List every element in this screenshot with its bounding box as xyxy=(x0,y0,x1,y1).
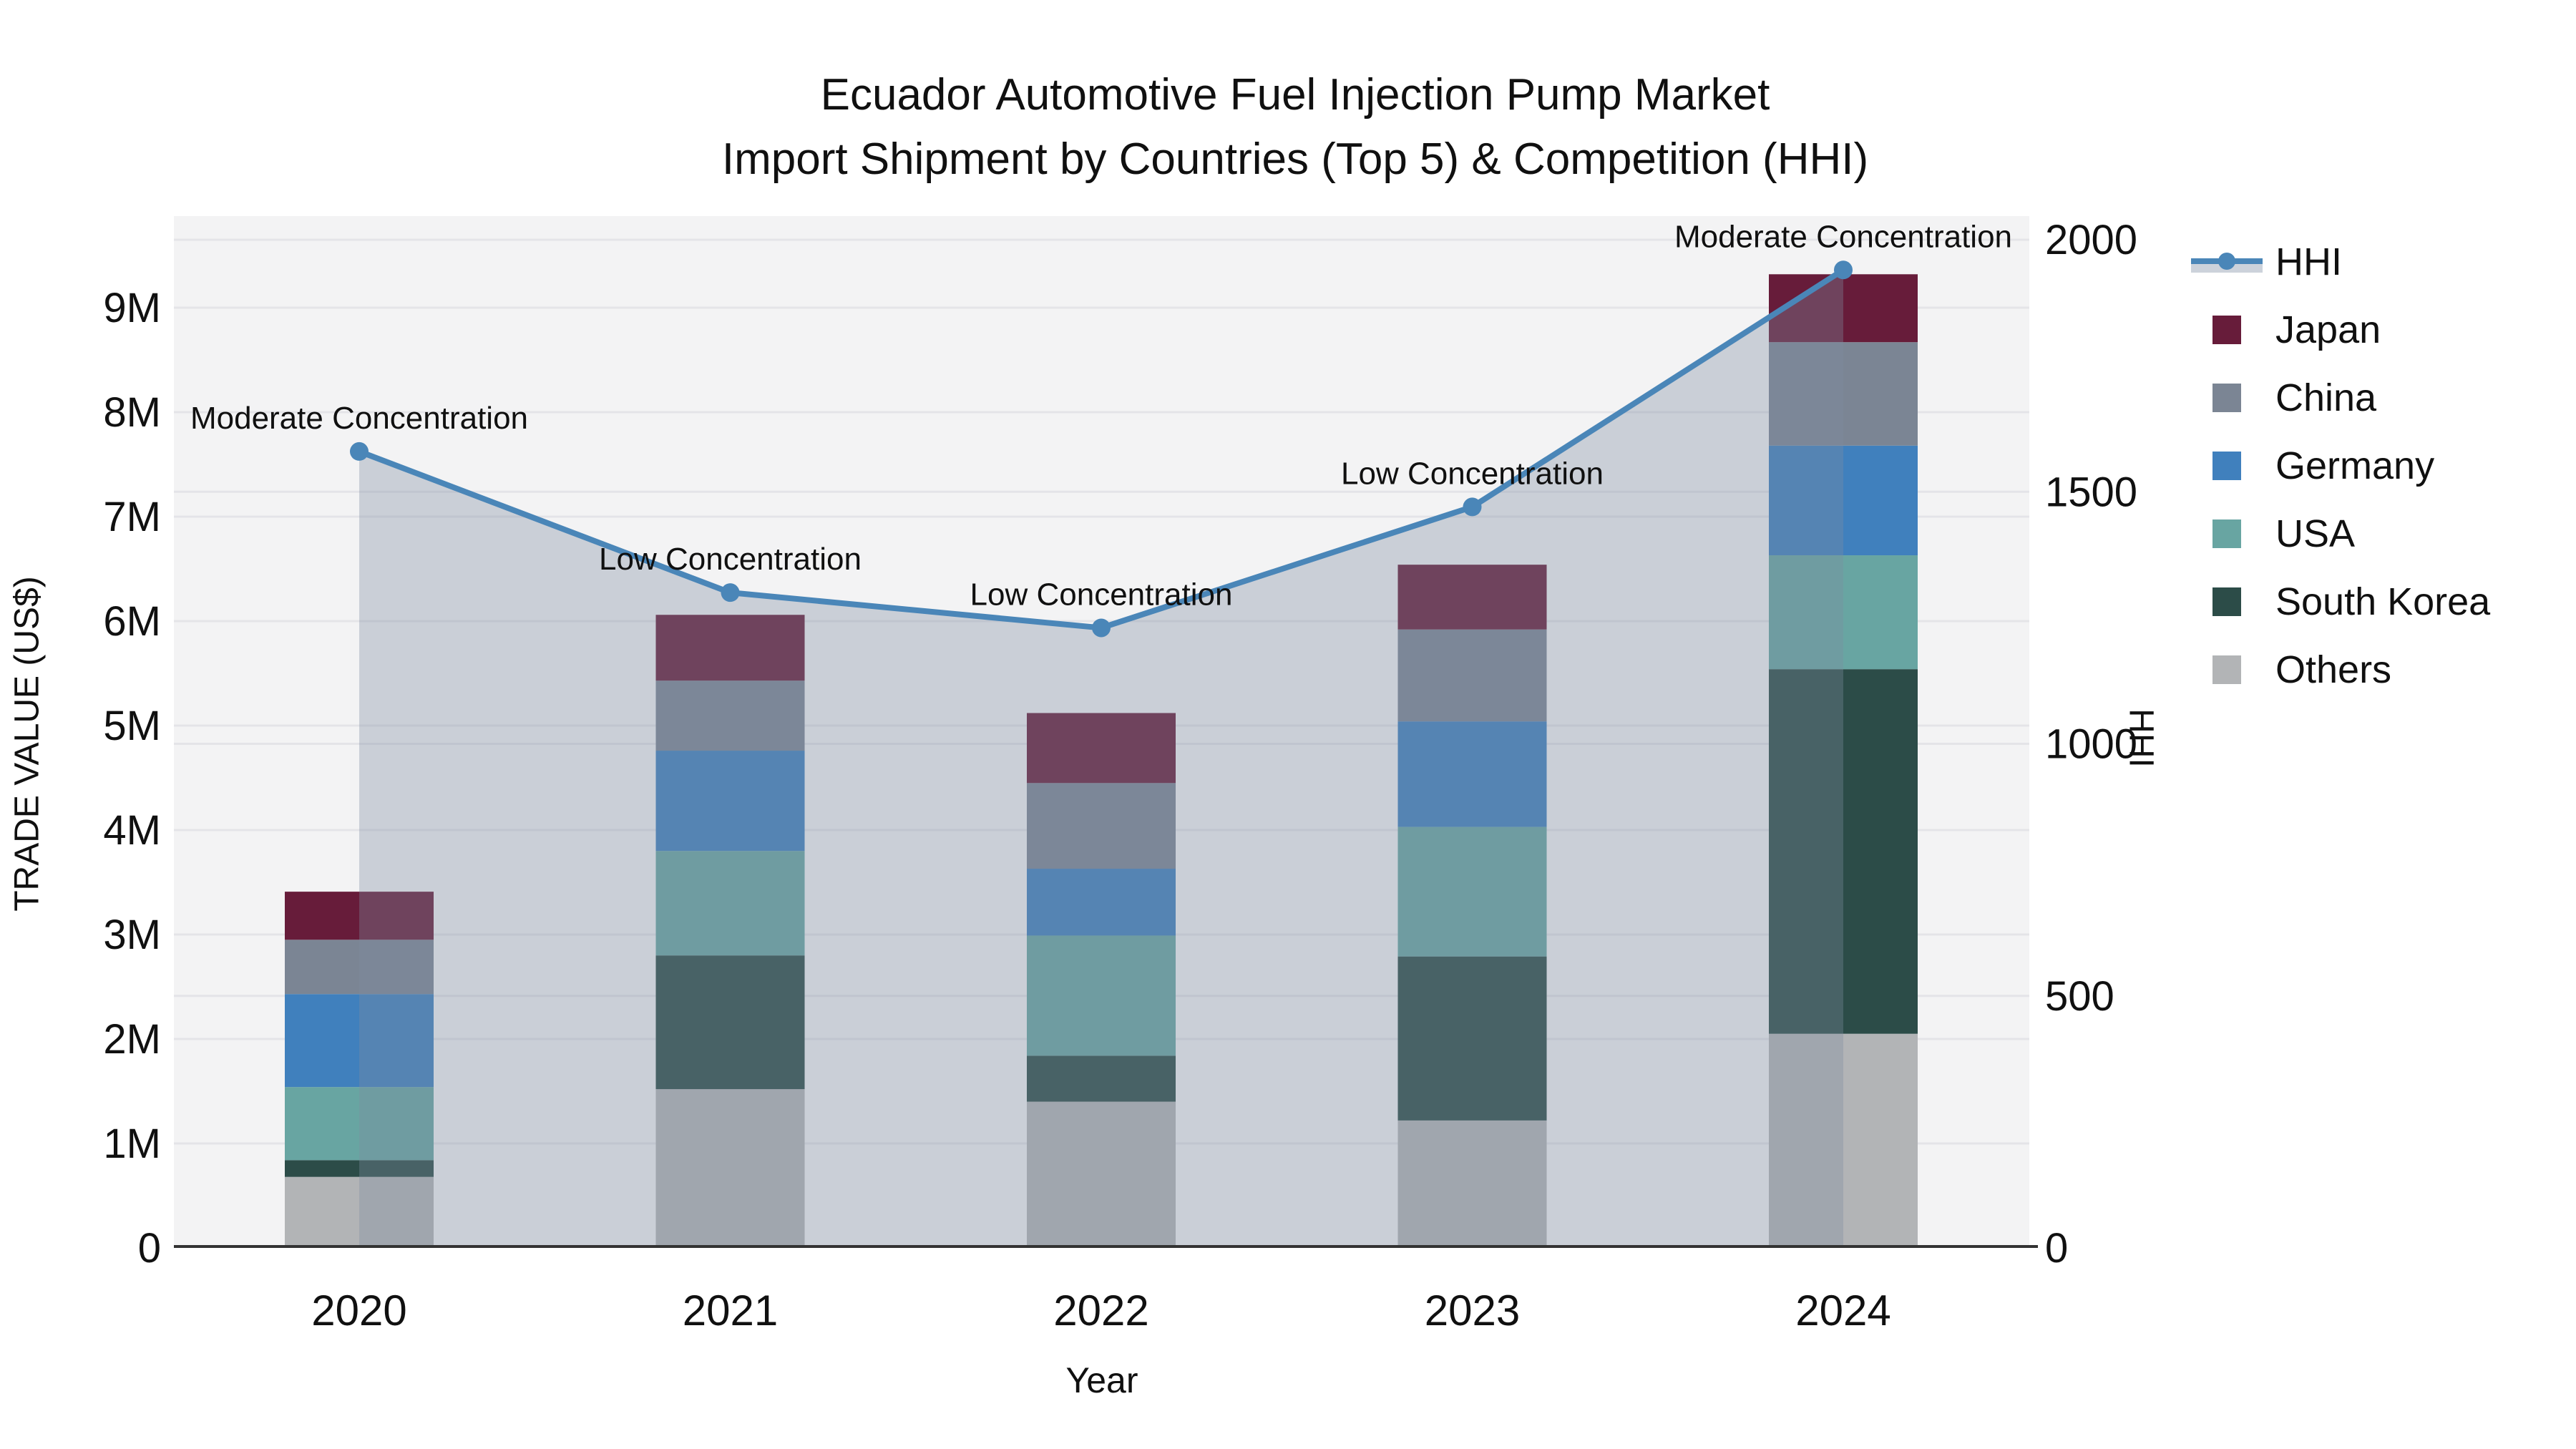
bar-segment-china-2022 xyxy=(1027,783,1176,869)
hhi-marker-2024 xyxy=(1834,260,1853,280)
legend-item-china[interactable]: China xyxy=(2191,364,2490,431)
bar-segment-japan-2024 xyxy=(1769,274,1918,343)
legend-item-germany[interactable]: Germany xyxy=(2191,431,2490,499)
annotation-2020: Moderate Concentration xyxy=(190,401,528,436)
bar-segment-usa-2020 xyxy=(285,1087,434,1161)
hhi-marker-2021 xyxy=(721,583,740,602)
bar-segment-others-2024 xyxy=(1769,1033,1918,1248)
color-swatch-icon xyxy=(2191,654,2263,686)
x-tick-2021: 2021 xyxy=(683,1287,778,1335)
x-tick-2024: 2024 xyxy=(1795,1287,1890,1335)
bar-segment-usa-2023 xyxy=(1397,826,1547,957)
legend-label: HHI xyxy=(2275,240,2342,283)
legend: HHI Japan China Germany USA South Korea Others xyxy=(2191,228,2490,703)
hhi-marker-2022 xyxy=(1092,618,1111,638)
bar-segment-usa-2024 xyxy=(1769,555,1918,670)
chart-title-line1: Ecuador Automotive Fuel Injection Pump M… xyxy=(820,70,1770,119)
y-tick-7M: 7M xyxy=(103,494,161,540)
y-tick-0: 0 xyxy=(138,1225,161,1272)
hhi-marker-2023 xyxy=(1463,497,1482,517)
bar-segment-germany-2021 xyxy=(655,751,805,852)
bar-segment-usa-2022 xyxy=(1027,935,1176,1056)
legend-label: Others xyxy=(2275,648,2392,691)
legend-item-south-korea[interactable]: South Korea xyxy=(2191,567,2490,635)
chart-title: Ecuador Automotive Fuel Injection Pump M… xyxy=(0,63,2576,192)
bar-segment-south-korea-2021 xyxy=(655,955,805,1090)
y-tick-5M: 5M xyxy=(103,703,161,749)
bar-segment-japan-2020 xyxy=(285,892,434,940)
y2-tick-1500: 1500 xyxy=(2045,469,2137,515)
legend-label: China xyxy=(2275,376,2377,419)
legend-item-japan[interactable]: Japan xyxy=(2191,296,2490,364)
bar-segment-japan-2022 xyxy=(1027,713,1176,784)
color-swatch-icon xyxy=(2191,518,2263,550)
y-tick-3M: 3M xyxy=(103,912,161,958)
color-swatch-icon xyxy=(2191,586,2263,618)
color-swatch-icon xyxy=(2191,382,2263,414)
y2-axis-title: HHI xyxy=(2122,708,2160,768)
y2-tick-0: 0 xyxy=(2045,1225,2068,1272)
legend-label: South Korea xyxy=(2275,580,2491,623)
bar-segment-usa-2021 xyxy=(655,851,805,956)
legend-label: USA xyxy=(2275,512,2356,555)
bar-segment-others-2020 xyxy=(285,1176,434,1248)
hhi-marker-2020 xyxy=(350,441,369,461)
bar-segment-south-korea-2023 xyxy=(1397,956,1547,1121)
y-tick-8M: 8M xyxy=(103,389,161,436)
color-swatch-icon xyxy=(2191,314,2263,346)
y2-tick-2000: 2000 xyxy=(2045,217,2137,263)
bar-segment-germany-2024 xyxy=(1769,445,1918,556)
bar-segment-germany-2023 xyxy=(1397,721,1547,827)
y-axis-title: TRADE VALUE (US$) xyxy=(8,576,47,912)
bar-segment-japan-2023 xyxy=(1397,565,1547,630)
x-tick-2022: 2022 xyxy=(1053,1287,1148,1335)
y2-tick-500: 500 xyxy=(2045,973,2114,1020)
legend-label: Germany xyxy=(2275,444,2435,487)
bar-segment-others-2021 xyxy=(655,1089,805,1248)
bar-segment-china-2020 xyxy=(285,940,434,995)
bar-segment-germany-2022 xyxy=(1027,869,1176,936)
annotation-2023: Low Concentration xyxy=(1341,456,1604,491)
y2-tick-1000: 1000 xyxy=(2045,721,2137,768)
bar-segment-south-korea-2020 xyxy=(285,1160,434,1177)
annotation-2021: Low Concentration xyxy=(599,542,862,577)
bar-segment-others-2023 xyxy=(1397,1120,1547,1248)
legend-item-hhi[interactable]: HHI xyxy=(2191,228,2490,296)
bar-segment-japan-2021 xyxy=(655,615,805,681)
bar-segment-south-korea-2024 xyxy=(1769,669,1918,1034)
bar-segment-china-2023 xyxy=(1397,629,1547,722)
y-tick-2M: 2M xyxy=(103,1016,161,1063)
y-tick-1M: 1M xyxy=(103,1121,161,1167)
annotation-2022: Low Concentration xyxy=(970,577,1233,612)
legend-label: Japan xyxy=(2275,308,2381,351)
color-swatch-icon xyxy=(2191,450,2263,482)
bar-segment-china-2021 xyxy=(655,680,805,751)
legend-item-others[interactable]: Others xyxy=(2191,635,2490,703)
x-tick-2023: 2023 xyxy=(1425,1287,1520,1335)
x-axis-title: Year xyxy=(1065,1360,1138,1400)
y-tick-9M: 9M xyxy=(103,285,161,331)
y-tick-4M: 4M xyxy=(103,807,161,854)
bar-segment-others-2022 xyxy=(1027,1101,1176,1248)
bar-segment-china-2024 xyxy=(1769,342,1918,446)
annotation-2024: Moderate Concentration xyxy=(1674,219,2012,254)
bar-segment-germany-2020 xyxy=(285,994,434,1088)
legend-item-usa[interactable]: USA xyxy=(2191,499,2490,567)
bar-segment-south-korea-2022 xyxy=(1027,1055,1176,1102)
hhi-line-icon xyxy=(2191,246,2263,278)
chart-title-line2: Import Shipment by Countries (Top 5) & C… xyxy=(721,135,1869,184)
x-tick-2020: 2020 xyxy=(311,1287,406,1335)
y-tick-6M: 6M xyxy=(103,598,161,645)
